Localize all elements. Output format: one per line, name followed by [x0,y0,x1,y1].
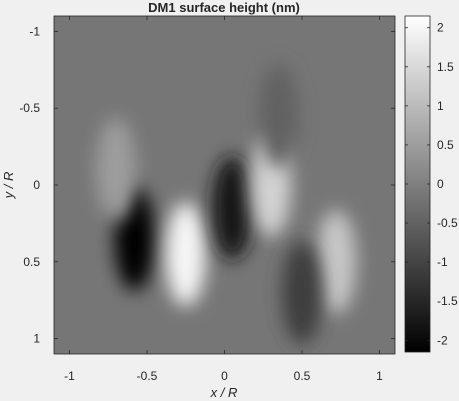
x-axis-label: x / R [210,385,238,400]
colorbar-tick-label: 2 [437,21,444,35]
y-axis: -1 -0.5 0 0.5 1 [19,24,395,346]
colorbar [404,15,431,353]
y-tick-label: 0 [33,178,40,192]
colorbar-tick-label: 0.5 [437,138,454,152]
x-axis: -1 -0.5 0 0.5 1 [64,16,383,383]
heatmap-feature [212,156,253,261]
heatmap-feature [282,240,322,345]
colorbar-tick-label: -1 [437,255,448,269]
y-tick-label: -0.5 [19,101,40,115]
y-axis-label: y / R [1,172,16,200]
heatmap-feature [316,209,357,314]
colorbar-tick-label: 1 [437,99,444,113]
heatmap-feature [258,63,299,168]
x-tick-label: -1 [64,369,75,383]
y-tick-label: 0.5 [23,255,40,269]
heatmap-feature [96,117,136,222]
x-tick-label: 1 [376,369,383,383]
colorbar-tick-label: -1.5 [437,294,458,308]
x-tick-label: 0 [221,369,228,383]
colorbar-tick-label: -2 [437,333,448,347]
heatmap-feature [165,202,206,307]
chart-title: DM1 surface height (nm) [148,0,300,15]
colorbar-tick-label: 1.5 [437,60,454,74]
heatmap-image [96,63,357,345]
y-tick-label: 1 [33,332,40,346]
colorbar-axis: 2 1.5 1 0.5 0 -0.5 -1 -1.5 -2 [405,21,458,347]
y-tick-label: -1 [29,24,40,38]
colorbar-tick-label: 0 [437,177,444,191]
colorbar-tick-label: -0.5 [437,216,458,230]
x-tick-label: 0.5 [294,369,311,383]
x-tick-label: -0.5 [137,369,158,383]
